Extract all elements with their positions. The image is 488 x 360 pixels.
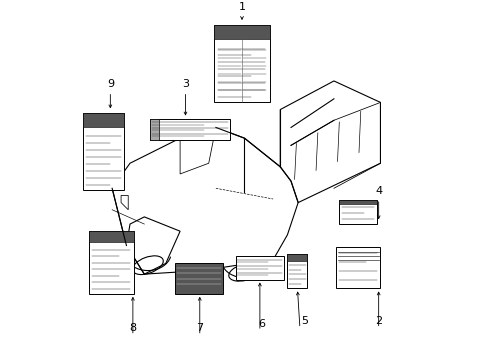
Text: 1: 1 (238, 2, 245, 12)
Text: 7: 7 (196, 323, 203, 333)
Bar (174, 264, 223, 294)
Bar (89, 231, 133, 243)
Text: 8: 8 (129, 323, 136, 333)
Text: 6: 6 (258, 319, 264, 329)
Bar (89, 231, 133, 294)
Bar (82, 113, 123, 190)
Text: 5: 5 (301, 316, 307, 326)
Bar (339, 200, 376, 204)
Bar (235, 256, 283, 279)
Text: 4: 4 (374, 186, 382, 196)
Bar (214, 26, 269, 102)
Bar (82, 113, 123, 127)
Text: 9: 9 (106, 79, 114, 89)
Bar (149, 119, 158, 140)
Bar (339, 200, 376, 224)
Text: 2: 2 (374, 316, 382, 326)
Bar (149, 119, 230, 140)
Bar (335, 247, 380, 288)
Text: 3: 3 (182, 79, 188, 89)
Bar (287, 255, 306, 261)
Bar (214, 26, 269, 39)
Bar (287, 255, 306, 288)
